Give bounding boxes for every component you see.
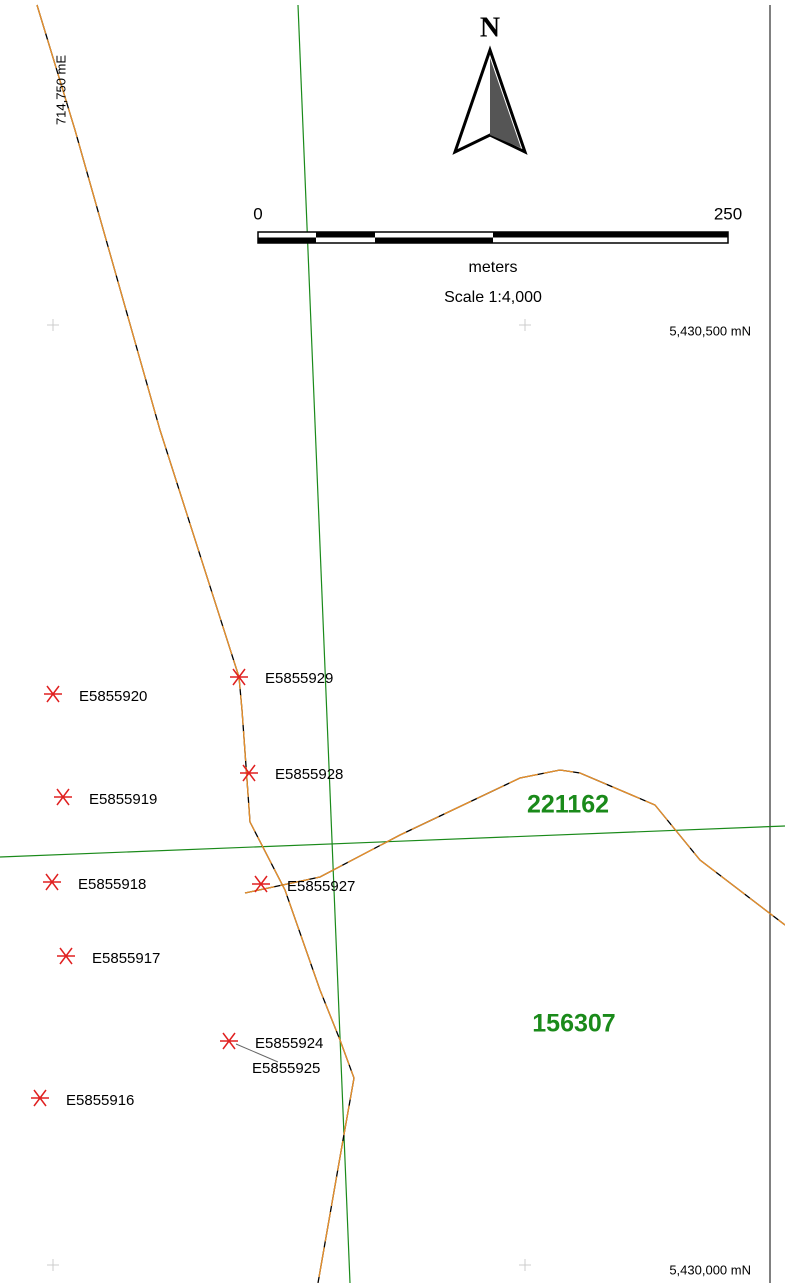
point-label: E5855927 (287, 878, 355, 895)
parcel-label: 156307 (532, 1010, 615, 1038)
grid-crosses (47, 319, 531, 1271)
point-label: E5855917 (92, 950, 160, 967)
point-marker (230, 668, 248, 686)
point-marker (220, 1032, 238, 1050)
scale-start: 0 (253, 204, 262, 223)
scale-end: 250 (714, 204, 742, 223)
roads (36, 4, 785, 1283)
point-label: E5855916 (66, 1092, 134, 1109)
point-label: E5855925 (252, 1060, 320, 1077)
parcel-label: 221162 (527, 791, 609, 819)
point-marker (240, 764, 258, 782)
point-marker (252, 875, 270, 893)
point-label: E5855920 (79, 688, 147, 705)
point-label: E5855928 (275, 766, 343, 783)
northing-label: 5,430,000 mN (669, 1262, 751, 1277)
point-label: E5855924 (255, 1035, 323, 1052)
leader-line (235, 1043, 279, 1063)
point-marker (43, 873, 61, 891)
scale-ratio: Scale 1:4,000 (444, 289, 542, 306)
scale-unit: meters (469, 259, 518, 276)
point-label: E5855918 (78, 876, 146, 893)
points: E5855929 E5855920 E5855928 E5855919 E5855918… (31, 668, 355, 1109)
north-arrow: N (452, 12, 528, 155)
north-label: N (480, 12, 500, 43)
point-label: E5855919 (89, 791, 157, 808)
point-marker (54, 788, 72, 806)
easting-label: 714,750 mE (53, 55, 68, 125)
point-marker (57, 947, 75, 965)
point-marker (44, 685, 62, 703)
scale-bar: 0 250 meters Scale 1:4,000 (253, 204, 742, 306)
point-label: E5855929 (265, 670, 333, 687)
northing-label: 5,430,500 mN (669, 323, 751, 338)
point-marker (31, 1089, 49, 1107)
boundary-lines (0, 4, 785, 1283)
